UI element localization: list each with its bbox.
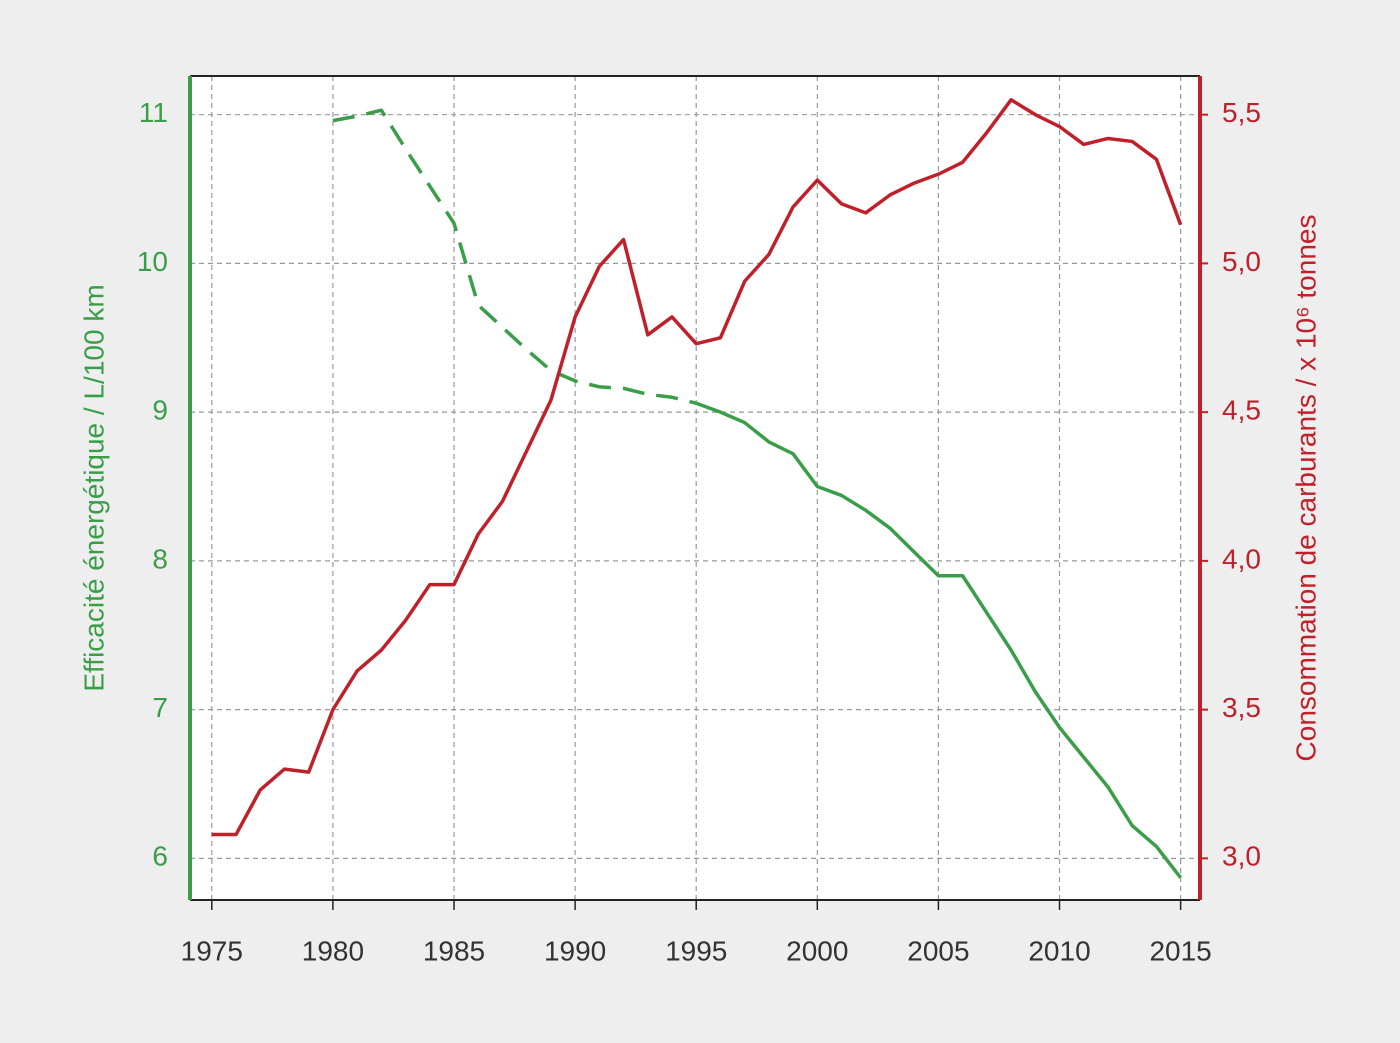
- y2-tick-label: 5,0: [1222, 246, 1261, 277]
- x-tick-label: 1975: [181, 935, 243, 966]
- y2-tick-label: 5,5: [1222, 97, 1261, 128]
- lines: [211, 98, 1183, 879]
- y2-tick-label: 4,0: [1222, 543, 1261, 574]
- y-tick-label: 6: [152, 841, 168, 872]
- x-tick-label: 1995: [665, 935, 727, 966]
- x-tick-label: 2010: [1028, 935, 1090, 966]
- y-tick-label: 8: [152, 543, 168, 574]
- x-tick-label: 1985: [423, 935, 485, 966]
- y-tick-label: 7: [152, 692, 168, 723]
- y2-tick-label: 3,0: [1222, 841, 1261, 872]
- x-tick-label: 2015: [1149, 935, 1211, 966]
- grid: [190, 76, 1200, 900]
- data-line: [332, 108, 697, 405]
- x-tick-label: 1980: [302, 935, 364, 966]
- x-tick-label: 2000: [786, 935, 848, 966]
- x-tick-label: 2005: [907, 935, 969, 966]
- y2-axis-title: Consommation de carburants / x 10⁶ tonne…: [1290, 215, 1321, 762]
- y-axis-title: Efficacité énergétique / L/100 km: [78, 284, 109, 691]
- x-tick-label: 1990: [544, 935, 606, 966]
- data-line: [211, 98, 1183, 837]
- data-line: [695, 401, 1183, 879]
- y-tick-label: 11: [139, 97, 168, 128]
- y-tick-label: 10: [137, 246, 168, 277]
- plot-area: [190, 76, 1200, 900]
- y2-tick-label: 3,5: [1222, 692, 1261, 723]
- y2-tick-label: 4,5: [1222, 395, 1261, 426]
- y-tick-label: 9: [152, 395, 168, 426]
